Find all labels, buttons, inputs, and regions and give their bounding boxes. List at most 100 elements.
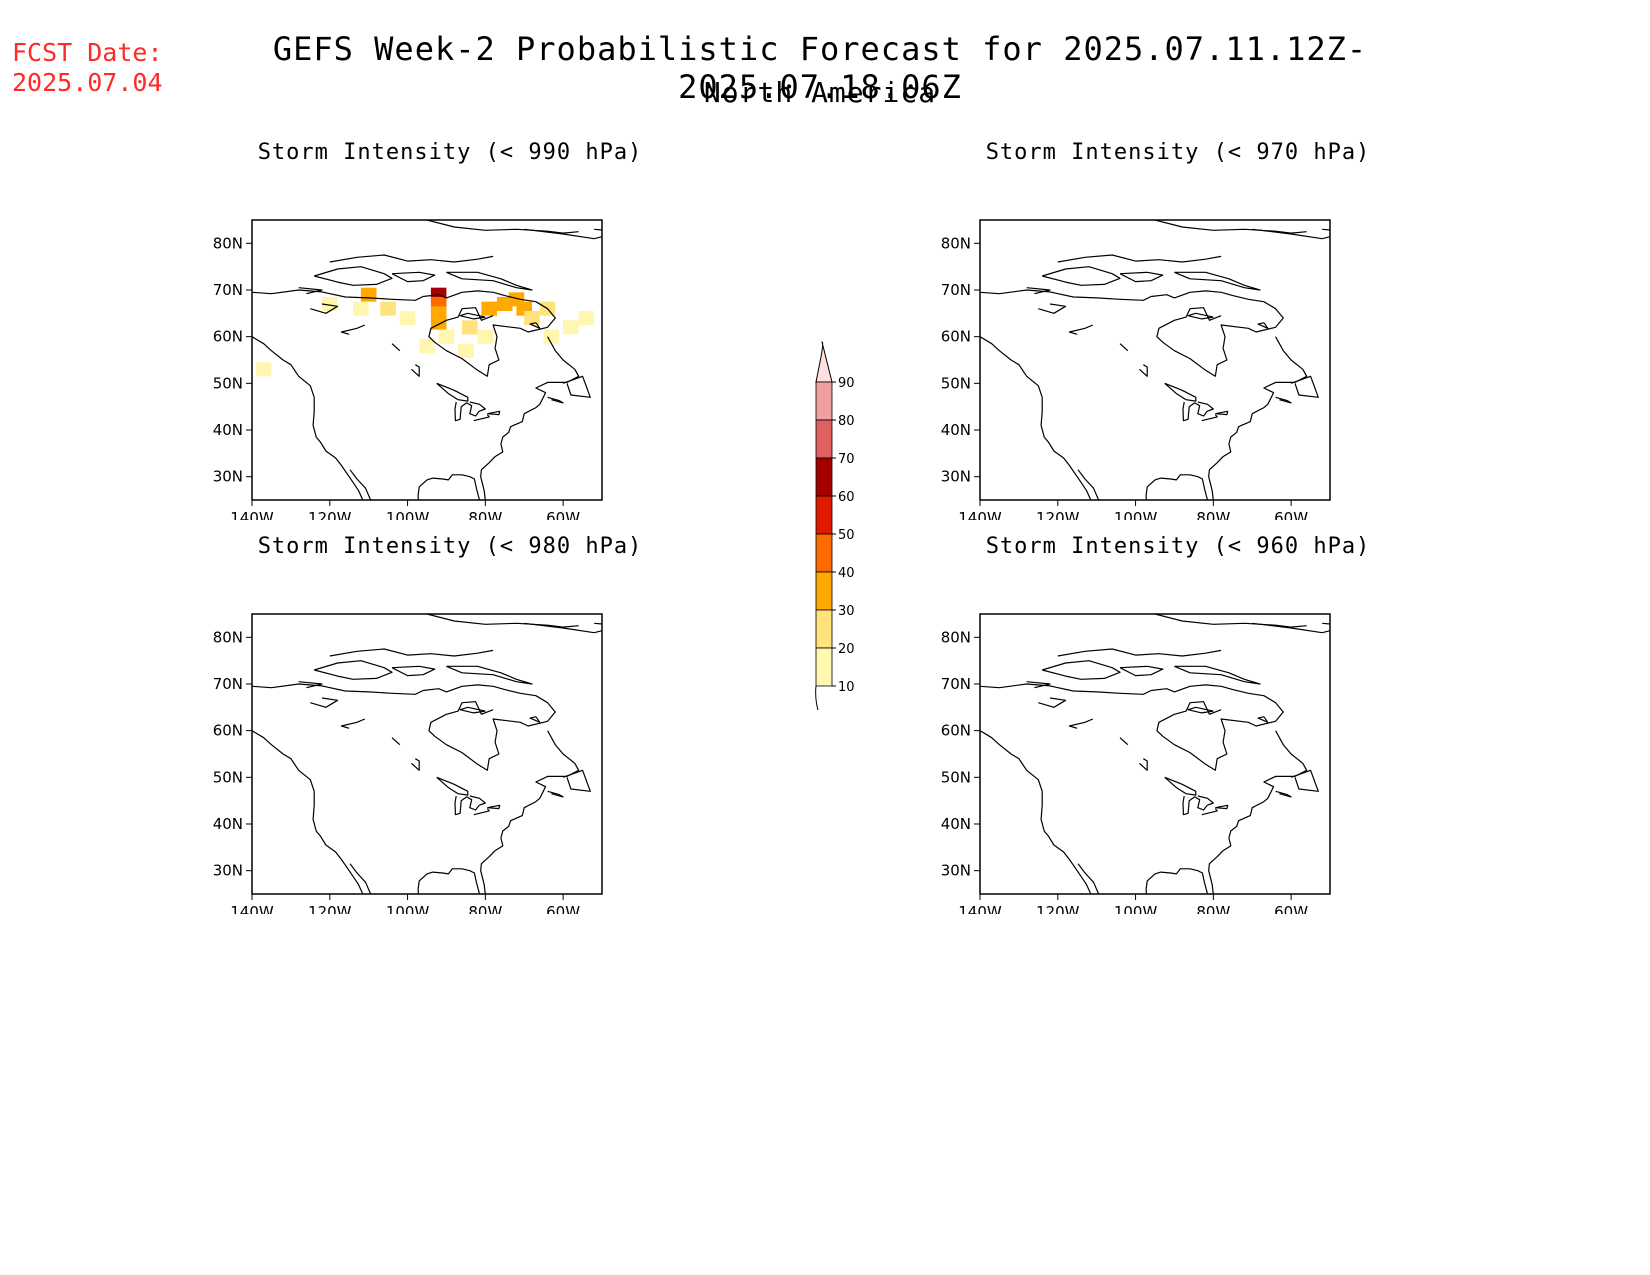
coastline (417, 868, 481, 894)
coastline (1182, 401, 1214, 422)
coastline (349, 863, 372, 894)
coastline (1275, 396, 1292, 404)
coastline (594, 228, 602, 240)
coastline (980, 730, 1092, 894)
lon-tick-label: 80W (1196, 903, 1230, 914)
probability-cell (477, 329, 494, 344)
probability-cell (563, 320, 579, 335)
coastline (446, 665, 533, 685)
coastline (1174, 271, 1261, 291)
lat-tick-label: 50N (941, 768, 971, 786)
coastline (980, 336, 1092, 500)
lat-tick-label: 40N (213, 815, 243, 833)
coastline (1182, 795, 1214, 816)
page-subtitle: North America (703, 76, 937, 109)
lat-tick-label: 50N (941, 374, 971, 392)
coastline (1057, 648, 1222, 657)
coastline (487, 804, 501, 810)
coastline (1138, 758, 1148, 771)
map-970: 140W 120W 100W 80W 60W 80N 70N 60N 50N 40N 30N (941, 219, 1331, 520)
lon-tick-label: 140W (230, 903, 274, 914)
lat-tick-label: 50N (213, 768, 243, 786)
page-title: GEFS Week-2 Probabilistic Forecast for 2… (272, 30, 1368, 106)
coastline (1290, 375, 1319, 398)
coastline (1042, 660, 1121, 680)
coastline (391, 737, 401, 746)
coastline (252, 289, 556, 377)
lat-tick-label: 80N (213, 234, 243, 252)
map-frame (979, 613, 1331, 895)
colorbar-label: 90 (838, 376, 855, 391)
probability-cell (481, 301, 497, 316)
coastline (547, 396, 564, 404)
coastline (1077, 469, 1100, 500)
panel-970: Storm Intensity (< 970 hPa) 140W 120W 100W… (928, 140, 1428, 520)
lat-tick-label: 70N (941, 281, 971, 299)
coastline (310, 303, 339, 314)
colorbar-segment (815, 647, 833, 687)
lon-tick-label: 60W (546, 903, 580, 914)
colorbar-label: 20 (838, 642, 855, 657)
coastline (1215, 804, 1229, 810)
lat-tick-label: 60N (213, 328, 243, 346)
probability-cell (255, 362, 272, 377)
colorbar-label: 60 (838, 490, 855, 505)
lat-tick-label: 60N (213, 722, 243, 740)
coastline (1201, 414, 1218, 422)
coastline (410, 758, 420, 771)
coastline (594, 622, 602, 634)
lat-tick-label: 30N (213, 862, 243, 880)
coastline (459, 706, 486, 714)
lat-tick-label: 60N (941, 328, 971, 346)
lon-tick-label: 120W (308, 903, 352, 914)
coastline (524, 622, 595, 634)
colorbar-segment (815, 457, 833, 497)
coastline (1057, 254, 1222, 263)
panel-title: Storm Intensity (< 980 hPa) (257, 534, 643, 559)
fcst-date-value: 2025.07.04 (12, 68, 163, 97)
coastline (340, 718, 366, 729)
colorbar-segment (815, 571, 833, 611)
coastline (446, 271, 533, 291)
coastline (1154, 614, 1307, 628)
coastline (1208, 336, 1308, 500)
coastline (454, 401, 486, 422)
colorbar-label: 40 (838, 566, 855, 581)
colorbar-label: 30 (838, 604, 855, 619)
map-980: 140W 120W 100W 80W 60W 80N 70N 60N 50N 40N 30N (213, 613, 603, 914)
lat-tick-label: 30N (941, 862, 971, 880)
lon-tick-label: 60W (546, 509, 580, 520)
lat-tick-label: 60N (941, 722, 971, 740)
probability-cell (524, 311, 540, 325)
coastline (473, 808, 490, 816)
panel-960: Storm Intensity (< 960 hPa) 140W 120W 100W… (928, 534, 1428, 914)
lon-tick-label: 120W (308, 509, 352, 520)
coastline (562, 769, 591, 792)
coastline (391, 271, 436, 283)
coastline (1119, 343, 1129, 352)
lat-tick-label: 70N (941, 675, 971, 693)
coastline (426, 614, 579, 628)
probability-cell (399, 311, 416, 325)
coastline (329, 254, 494, 263)
coastline (529, 716, 541, 723)
coastline (473, 414, 490, 422)
coastline (1138, 364, 1148, 377)
lat-tick-label: 30N (941, 468, 971, 486)
coastline (426, 220, 579, 234)
coastline (1257, 716, 1269, 723)
coastline (1215, 410, 1229, 416)
lat-tick-label: 70N (213, 675, 243, 693)
lat-tick-label: 40N (941, 421, 971, 439)
coastline (1257, 322, 1269, 329)
lat-tick-label: 50N (213, 374, 243, 392)
panel-990: Storm Intensity (< 990 hPa) 140W 120W 100W… (200, 140, 700, 520)
probability-cell (322, 297, 338, 311)
lat-tick-label: 80N (213, 628, 243, 646)
probability-cell (380, 301, 396, 316)
coastline (1026, 287, 1051, 295)
coastline (454, 795, 486, 816)
probability-cell (438, 329, 455, 344)
coastline (1038, 697, 1067, 708)
lat-tick-label: 80N (941, 628, 971, 646)
